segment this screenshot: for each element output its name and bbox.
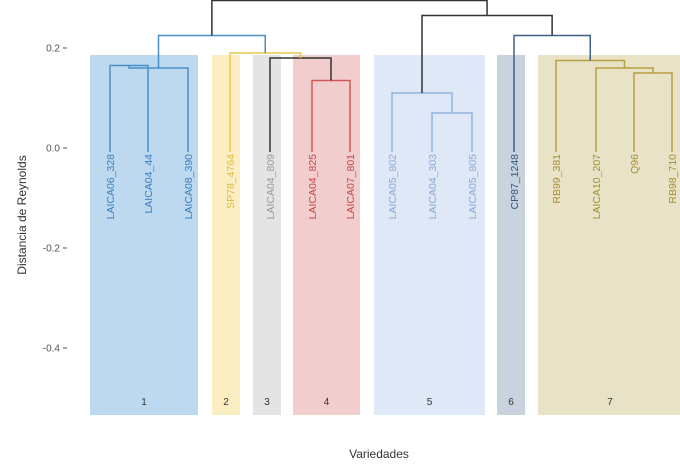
leaf-label: LAICA06_328	[105, 154, 117, 220]
y-tick-label: 0.2	[46, 44, 60, 55]
cluster-band-2	[212, 55, 240, 415]
y-tick-label: 0.0	[46, 144, 60, 155]
cluster-label-4: 4	[324, 397, 330, 408]
leaf-label: RB99_381	[551, 154, 563, 204]
leaf-label: LAICA08_390	[183, 154, 195, 220]
leaf-label: LAICA10_207	[591, 154, 603, 220]
cluster-bands	[90, 55, 680, 415]
x-axis-title: Variedades	[349, 447, 409, 461]
leaf-label: LAICA04_303	[427, 154, 439, 220]
cluster-label-6: 6	[508, 397, 514, 408]
y-tick-label: -0.4	[43, 344, 61, 355]
cluster-label-2: 2	[223, 397, 229, 408]
cluster-band-3	[253, 55, 281, 415]
leaf-label: LAICA05_805	[467, 154, 479, 220]
leaf-label: LAICA04_809	[265, 154, 277, 220]
cluster-band-4	[293, 55, 360, 415]
leaf-label: RB98_710	[667, 154, 679, 204]
y-axis: 0.2 0.0 -0.2 -0.4	[43, 44, 67, 355]
cluster-label-7: 7	[607, 397, 613, 408]
cluster-band-1	[90, 55, 198, 415]
leaf-label: SP78_4764	[225, 154, 237, 209]
leaf-label: LAICA04_44	[143, 154, 155, 214]
leaf-label: LAICA07_801	[345, 154, 357, 220]
cluster-label-1: 1	[141, 397, 147, 408]
leaf-label: LAICA04_825	[307, 154, 319, 220]
cluster-band-7	[538, 55, 680, 415]
cluster-band-6	[497, 55, 525, 415]
cluster-labels: 1 2 3 4 5 6 7	[141, 397, 613, 408]
leaf-label: CP87_1248	[509, 154, 521, 210]
leaf-label: Q96	[629, 154, 641, 174]
y-tick-label: -0.2	[43, 244, 61, 255]
dendrogram-branches	[109, 0, 673, 152]
y-axis-title: Distancia de Reynolds	[15, 155, 29, 274]
leaf-labels: LAICA06_328 LAICA04_44 LAICA08_390 SP78_476…	[105, 154, 679, 220]
cluster-band-5	[374, 55, 485, 415]
cluster-label-5: 5	[427, 397, 433, 408]
cluster-label-3: 3	[264, 397, 270, 408]
leaf-label: LAICA05_802	[387, 154, 399, 220]
dendrogram-branch	[211, 0, 488, 36]
